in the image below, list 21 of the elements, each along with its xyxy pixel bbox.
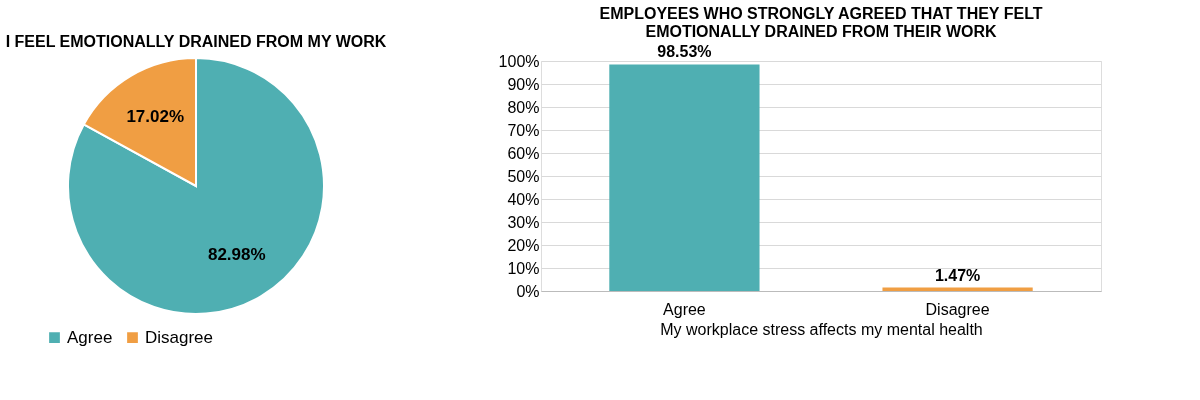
y-tick-label: 70% [507, 121, 540, 139]
x-axis-title: My workplace stress affects my mental health [660, 320, 983, 338]
chart-title: I FEEL EMOTIONALLY DRAINED FROM MY WORK [5, 33, 387, 50]
data-label: 1.47% [934, 266, 981, 284]
legend-label: Disagree [145, 327, 214, 347]
data-label: 17.02% [126, 107, 185, 127]
data-label: 82.98% [207, 244, 266, 264]
y-tick-label: 100% [498, 52, 540, 70]
chart-title: EMPLOYEES WHO STRONGLY AGREED THAT THEY FELT EMOTIONALLY DRAINED FROM THEIR WORK [599, 5, 1043, 41]
y-tick-label: 80% [507, 98, 540, 116]
y-tick-label: 50% [507, 167, 540, 185]
y-tick-label: 90% [507, 75, 540, 93]
pie-slice [67, 57, 325, 315]
y-tick-label: 60% [507, 144, 540, 162]
legend-label: Agree [67, 327, 113, 347]
y-tick-label: 10% [507, 259, 540, 277]
y-tick-label: 40% [507, 190, 540, 208]
y-tick-label: 0% [516, 282, 540, 300]
data-label: 98.53% [657, 43, 712, 61]
y-tick-label: 20% [507, 236, 540, 254]
y-tick-label: 30% [507, 213, 540, 231]
